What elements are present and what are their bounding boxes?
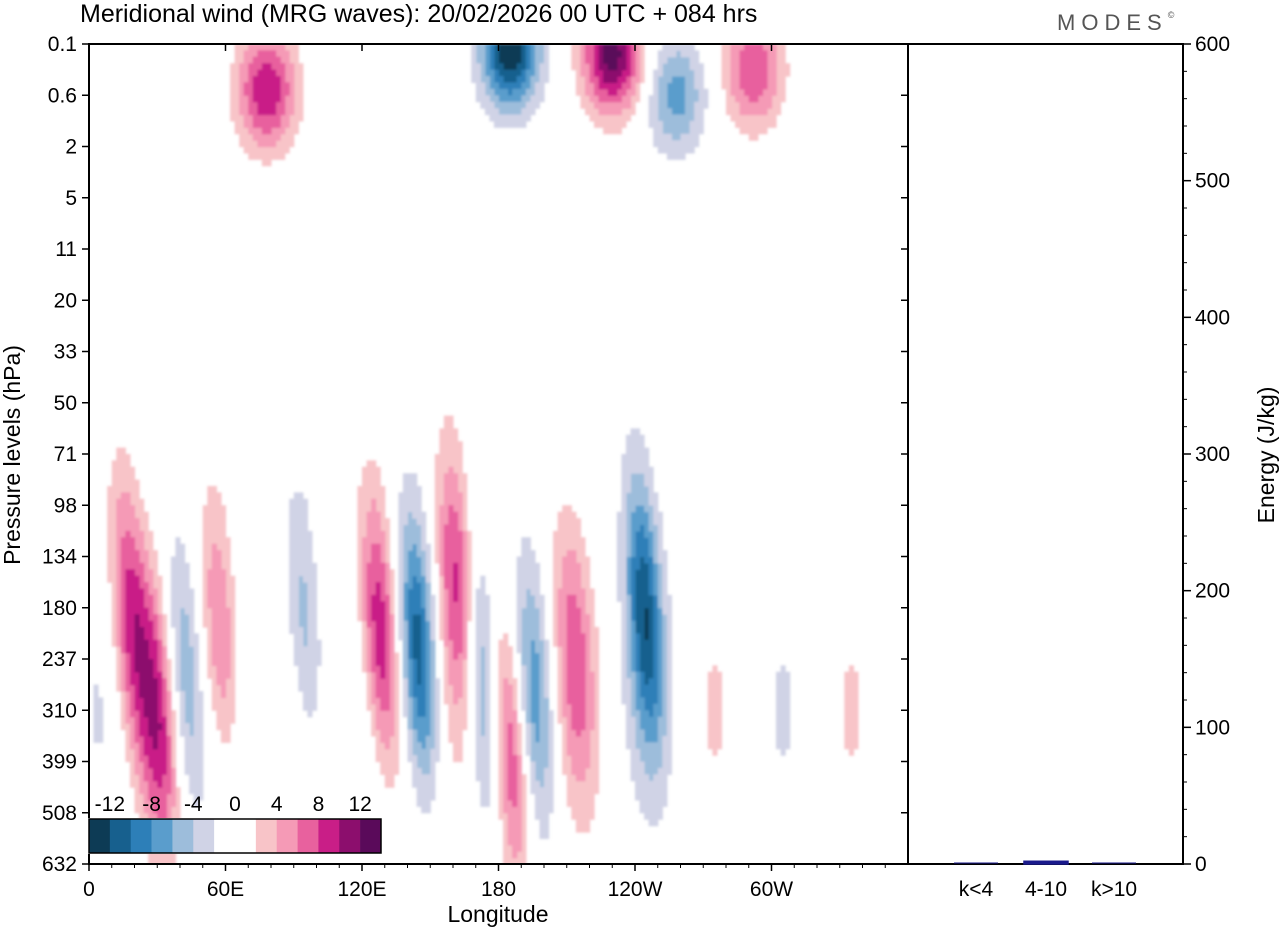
colorbar-label: -8: [142, 793, 161, 816]
y-tick-label: 632: [42, 853, 77, 876]
x-tick-label: 60W: [750, 878, 793, 901]
colorbar: -12 -8 -4 0 4 8 12: [88, 793, 382, 854]
colorbar-swatch: [130, 819, 152, 853]
y-tick-label: 2: [65, 136, 77, 159]
y-axis: 0.1 0.6 2 5 11 20 33 50 71 98 134 180 237 310 399 508 63…: [42, 33, 908, 876]
y-axis-label: Pressure levels (hPa): [0, 345, 25, 565]
y-tick-label: 180: [42, 597, 77, 620]
colorbar-swatch: [318, 819, 340, 853]
y-tick-label: 237: [42, 648, 77, 671]
energy-tick-label: 400: [1195, 306, 1230, 329]
y-tick-label: 11: [55, 238, 77, 261]
y-tick-label: 50: [54, 392, 77, 415]
y-tick-label: 508: [42, 802, 77, 825]
contour-field: [93, 44, 859, 864]
colorbar-swatch: [360, 819, 382, 853]
colorbar-swatch: [276, 819, 298, 853]
colorbar-frame: [88, 818, 382, 854]
bar-panel-frame: [907, 43, 1184, 865]
colorbar-swatch: [193, 819, 215, 853]
chart-title: Meridional wind (MRG waves): 20/02/2026 …: [80, 0, 758, 28]
colorbar-swatch: [255, 819, 278, 853]
colorbar-swatch: [89, 819, 111, 853]
x-tick-label: 120E: [337, 878, 386, 901]
y-tick-label: 98: [54, 494, 77, 517]
colorbar-label: 8: [313, 793, 325, 816]
brand-text: MODES: [1057, 10, 1168, 35]
energy-category-label: k<4: [959, 878, 994, 901]
y-tick-label: 0.1: [48, 33, 77, 56]
colorbar-swatch: [151, 819, 173, 853]
colorbar-swatch: [339, 819, 361, 853]
contour-band-13: [603, 44, 622, 71]
brand-mark: ©: [1167, 10, 1175, 20]
y-tick-label: 33: [54, 341, 77, 364]
colorbar-label: -4: [184, 793, 203, 816]
colorbar-swatch: [235, 819, 257, 853]
energy-category-label: 4-10: [1025, 878, 1067, 901]
y-tick-label: 5: [65, 187, 77, 210]
y-tick-label: 134: [42, 546, 77, 569]
y-tick-label: 399: [42, 751, 77, 774]
colorbar-swatch: [109, 819, 132, 853]
energy-tick-label: 200: [1195, 580, 1230, 603]
x-tick-label: 120W: [608, 878, 663, 901]
x-axis-label: Longitude: [447, 901, 548, 927]
x-axis: 0 60E 120E 180 120W 60W: [83, 44, 886, 901]
x-tick-label: 180: [481, 878, 516, 901]
energy-category-label: k>10: [1091, 878, 1137, 901]
x-tick-label: 60E: [207, 878, 244, 901]
y-tick-label: 71: [54, 443, 77, 466]
colorbar-label: 12: [348, 793, 371, 816]
y-tick-label: 310: [42, 699, 77, 722]
colorbar-swatch: [297, 819, 319, 853]
energy-tick-label: 600: [1195, 33, 1230, 56]
brand-logo: MODES©: [1057, 10, 1174, 36]
energy-tick-label: 100: [1195, 716, 1230, 739]
contour-fill-group: [93, 44, 859, 864]
energy-tick-label: 0: [1195, 853, 1207, 876]
colorbar-swatch: [172, 819, 194, 853]
colorbar-label: 0: [229, 793, 241, 816]
energy-tick-label: 300: [1195, 443, 1230, 466]
colorbar-label: -12: [95, 793, 125, 816]
colorbar-label: 4: [271, 793, 283, 816]
y-tick-label: 0.6: [48, 84, 77, 107]
x-tick-label: 0: [83, 878, 95, 901]
energy-axis-label: Energy (J/kg): [1253, 387, 1279, 524]
contour-band-11: [125, 44, 632, 788]
energy-tick-label: 500: [1195, 170, 1230, 193]
y-tick-label: 20: [54, 289, 77, 312]
energy-bar-panel: 0 100 200 300 400 500 600 k<4 4-10 k>10: [954, 33, 1230, 901]
colorbar-swatch: [214, 819, 236, 853]
